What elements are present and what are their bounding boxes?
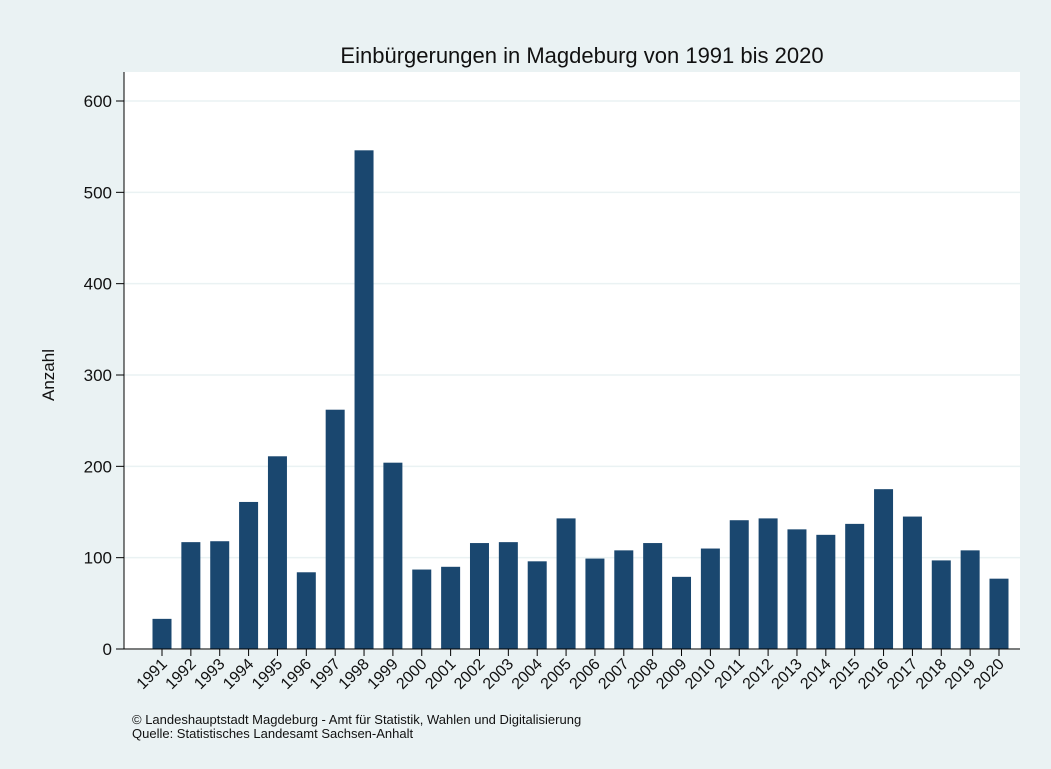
y-tick-label: 100 bbox=[84, 549, 112, 568]
bar bbox=[296, 572, 316, 649]
bar bbox=[672, 576, 692, 649]
bar bbox=[960, 550, 980, 649]
y-tick-label: 400 bbox=[84, 275, 112, 294]
y-tick-label: 200 bbox=[84, 457, 112, 476]
bar bbox=[614, 550, 634, 649]
bar bbox=[700, 548, 720, 649]
bar bbox=[267, 456, 287, 649]
bar bbox=[441, 566, 461, 649]
y-tick-label: 500 bbox=[84, 183, 112, 202]
bar bbox=[845, 523, 865, 649]
bar bbox=[412, 569, 432, 649]
bar bbox=[354, 150, 374, 649]
footnote: Quelle: Statistisches Landesamt Sachsen-… bbox=[132, 726, 413, 741]
bar bbox=[181, 542, 201, 649]
bar bbox=[383, 462, 403, 649]
bar bbox=[585, 558, 605, 649]
bar bbox=[527, 561, 547, 649]
y-tick-label: 0 bbox=[103, 640, 112, 659]
footnote: © Landeshauptstadt Magdeburg - Amt für S… bbox=[132, 712, 581, 727]
bar bbox=[325, 409, 345, 649]
bar bbox=[239, 501, 259, 649]
bar bbox=[902, 516, 922, 649]
bar bbox=[729, 520, 749, 649]
bar bbox=[816, 534, 836, 649]
y-tick-label: 600 bbox=[84, 92, 112, 111]
bar bbox=[469, 543, 489, 649]
bar bbox=[152, 618, 172, 649]
bar bbox=[931, 560, 951, 649]
y-axis-label: Anzahl bbox=[39, 349, 58, 401]
y-tick-label: 300 bbox=[84, 366, 112, 385]
bar bbox=[989, 578, 1009, 649]
bar bbox=[758, 518, 778, 649]
bar bbox=[874, 489, 894, 649]
bar bbox=[643, 543, 663, 649]
bar bbox=[556, 518, 576, 649]
bar bbox=[498, 542, 518, 649]
bar bbox=[787, 529, 807, 649]
bar bbox=[210, 541, 230, 649]
chart-title: Einbürgerungen in Magdeburg von 1991 bis… bbox=[340, 43, 823, 68]
